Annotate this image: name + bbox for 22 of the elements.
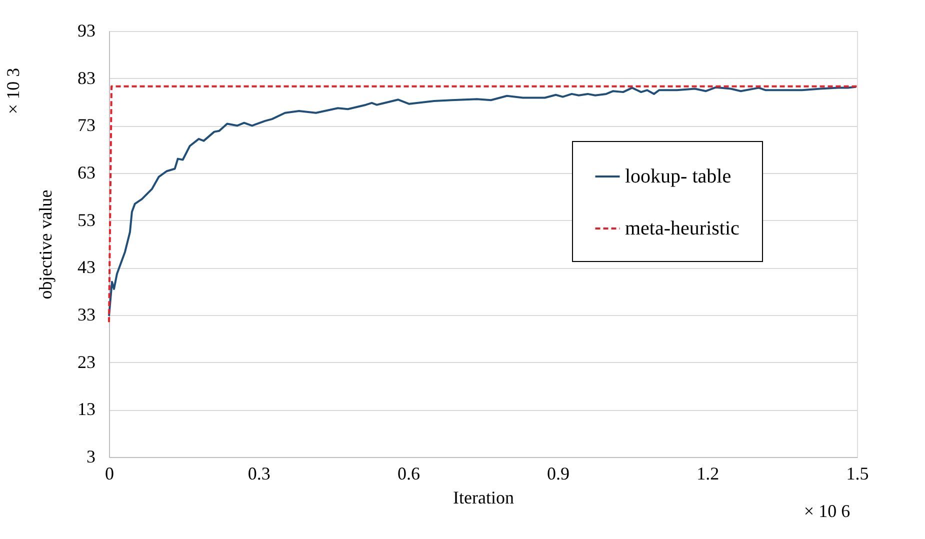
y-tick-label: 13 bbox=[78, 399, 96, 420]
x-tick-label: 0 bbox=[105, 464, 114, 484]
y-tick-label: 53 bbox=[78, 210, 96, 230]
x-axis-title: Iteration bbox=[453, 488, 514, 508]
y-axis-title: objective value bbox=[36, 190, 56, 300]
y-tick-label: 63 bbox=[78, 162, 96, 182]
y-tick-label: 73 bbox=[78, 115, 96, 136]
x-tick-label: 0.6 bbox=[397, 464, 420, 484]
y-tick-label: 3 bbox=[86, 446, 96, 466]
x-tick-label: 0.3 bbox=[248, 464, 270, 484]
text: × 10 6 bbox=[804, 501, 850, 521]
legend-label: lookup- table bbox=[625, 166, 732, 188]
x-tick-label: 1.2 bbox=[696, 464, 720, 484]
x-tick-label: 0.9 bbox=[547, 464, 570, 484]
y-tick-label: 23 bbox=[78, 352, 96, 372]
y-tick-label: 83 bbox=[78, 68, 96, 88]
y-tick-label: 43 bbox=[78, 257, 96, 278]
y-tick-label: 93 bbox=[78, 20, 96, 40]
legend-label: meta-heuristic bbox=[625, 218, 740, 240]
y-tick-label: 33 bbox=[78, 304, 96, 324]
x-tick-label: 1.5 bbox=[846, 464, 869, 484]
text: × 10 3 bbox=[3, 68, 23, 114]
